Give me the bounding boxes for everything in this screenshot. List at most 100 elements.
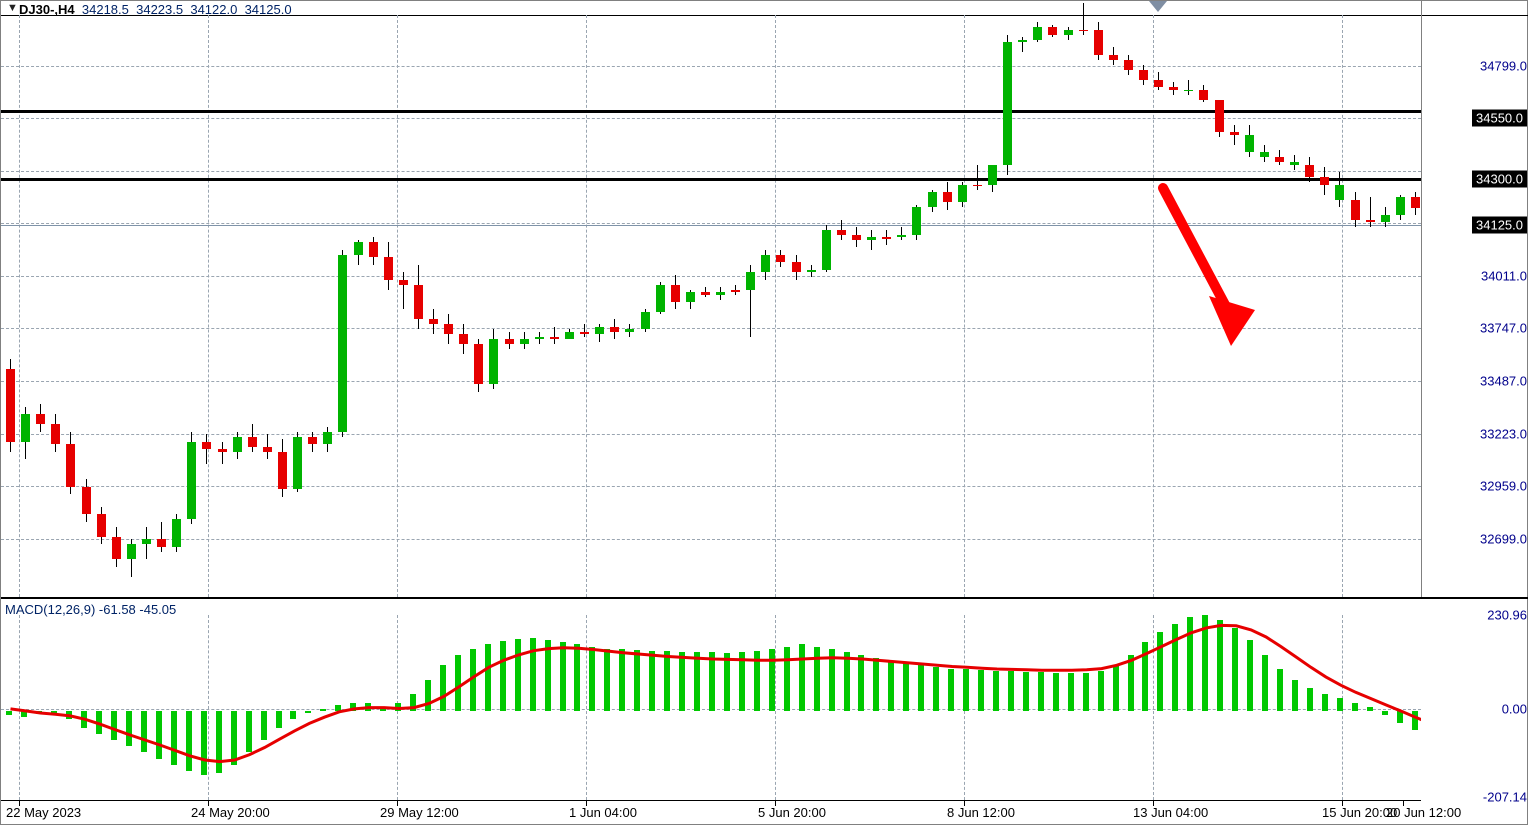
bullish-candle[interactable] xyxy=(625,329,634,331)
bullish-candle[interactable] xyxy=(867,237,876,239)
trend-down-arrow[interactable] xyxy=(1151,176,1271,356)
candle-wick[interactable] xyxy=(554,327,555,344)
bullish-candle[interactable] xyxy=(595,327,604,334)
bullish-candle[interactable] xyxy=(338,255,347,432)
bullish-candle[interactable] xyxy=(958,185,967,202)
bearish-candle[interactable] xyxy=(399,280,408,285)
bearish-candle[interactable] xyxy=(550,337,559,339)
bullish-candle[interactable] xyxy=(761,255,770,272)
bearish-candle[interactable] xyxy=(1351,200,1360,220)
bearish-candle[interactable] xyxy=(36,414,45,424)
bearish-candle[interactable] xyxy=(278,452,287,489)
bullish-candle[interactable] xyxy=(1033,27,1042,39)
candle-wick[interactable] xyxy=(901,227,902,239)
candle-wick[interactable] xyxy=(871,230,872,250)
bearish-candle[interactable] xyxy=(1048,27,1057,34)
bearish-candle[interactable] xyxy=(82,487,91,514)
bullish-candle[interactable] xyxy=(1064,30,1073,35)
bearish-candle[interactable] xyxy=(882,237,891,239)
bearish-candle[interactable] xyxy=(1154,80,1163,87)
bullish-candle[interactable] xyxy=(535,337,544,339)
bullish-candle[interactable] xyxy=(1245,135,1254,152)
bearish-candle[interactable] xyxy=(6,369,15,441)
bullish-candle[interactable] xyxy=(656,285,665,312)
bearish-candle[interactable] xyxy=(671,285,680,302)
candle-wick[interactable] xyxy=(161,522,162,552)
bullish-candle[interactable] xyxy=(988,165,997,185)
collapse-arrow-icon[interactable]: ▼ xyxy=(7,2,18,14)
bearish-candle[interactable] xyxy=(414,285,423,320)
bearish-candle[interactable] xyxy=(731,290,740,292)
bullish-candle[interactable] xyxy=(822,230,831,270)
bearish-candle[interactable] xyxy=(776,255,785,262)
bearish-candle[interactable] xyxy=(701,292,710,294)
bearish-candle[interactable] xyxy=(1169,87,1178,89)
bearish-candle[interactable] xyxy=(474,344,483,384)
bullish-candle[interactable] xyxy=(354,242,363,254)
bearish-candle[interactable] xyxy=(1305,165,1314,177)
bullish-candle[interactable] xyxy=(187,442,196,519)
bearish-candle[interactable] xyxy=(1139,70,1148,80)
bullish-candle[interactable] xyxy=(807,270,816,272)
bearish-candle[interactable] xyxy=(369,242,378,257)
bullish-candle[interactable] xyxy=(1184,90,1193,92)
bearish-candle[interactable] xyxy=(1230,132,1239,134)
bearish-candle[interactable] xyxy=(308,437,317,444)
bearish-candle[interactable] xyxy=(51,424,60,444)
bearish-candle[interactable] xyxy=(505,339,514,344)
bearish-candle[interactable] xyxy=(1215,100,1224,132)
bearish-candle[interactable] xyxy=(248,437,257,447)
bearish-candle[interactable] xyxy=(1109,55,1118,60)
top-chart-marker[interactable] xyxy=(1149,1,1167,12)
bearish-candle[interactable] xyxy=(943,192,952,202)
bearish-candle[interactable] xyxy=(1366,220,1375,222)
bullish-candle[interactable] xyxy=(1260,152,1269,157)
bullish-candle[interactable] xyxy=(520,339,529,344)
bearish-candle[interactable] xyxy=(610,327,619,332)
bullish-candle[interactable] xyxy=(686,292,695,302)
bearish-candle[interactable] xyxy=(973,185,982,187)
bullish-candle[interactable] xyxy=(1396,197,1405,214)
bullish-candle[interactable] xyxy=(1335,185,1344,200)
bullish-candle[interactable] xyxy=(323,432,332,444)
bearish-candle[interactable] xyxy=(384,257,393,279)
bearish-candle[interactable] xyxy=(1199,90,1208,100)
bullish-candle[interactable] xyxy=(172,519,181,546)
bearish-candle[interactable] xyxy=(837,230,846,235)
bullish-candle[interactable] xyxy=(928,192,937,207)
bullish-candle[interactable] xyxy=(746,272,755,289)
bullish-candle[interactable] xyxy=(641,312,650,329)
bullish-candle[interactable] xyxy=(293,437,302,489)
bearish-candle[interactable] xyxy=(202,442,211,449)
bearish-candle[interactable] xyxy=(1411,197,1420,208)
bearish-candle[interactable] xyxy=(580,332,589,334)
bullish-candle[interactable] xyxy=(233,437,242,452)
bullish-candle[interactable] xyxy=(1003,42,1012,164)
bullish-candle[interactable] xyxy=(897,235,906,237)
resistance-line-34550[interactable] xyxy=(1,110,1421,113)
candle-wick[interactable] xyxy=(206,434,207,464)
bearish-candle[interactable] xyxy=(157,539,166,546)
bearish-candle[interactable] xyxy=(1275,157,1284,162)
bearish-candle[interactable] xyxy=(1094,30,1103,55)
bearish-candle[interactable] xyxy=(218,449,227,451)
bullish-candle[interactable] xyxy=(21,414,30,441)
bullish-candle[interactable] xyxy=(489,339,498,384)
candle-wick[interactable] xyxy=(584,324,585,336)
bearish-candle[interactable] xyxy=(112,537,121,559)
candle-wick[interactable] xyxy=(222,442,223,464)
bearish-candle[interactable] xyxy=(1320,177,1329,184)
bearish-candle[interactable] xyxy=(1124,60,1133,70)
bearish-candle[interactable] xyxy=(429,319,438,324)
bearish-candle[interactable] xyxy=(1079,30,1088,32)
bullish-candle[interactable] xyxy=(565,332,574,339)
bullish-candle[interactable] xyxy=(142,539,151,544)
bullish-candle[interactable] xyxy=(127,544,136,559)
bullish-candle[interactable] xyxy=(1290,162,1299,164)
bearish-candle[interactable] xyxy=(444,324,453,334)
bearish-candle[interactable] xyxy=(852,235,861,240)
bullish-candle[interactable] xyxy=(716,292,725,294)
bearish-candle[interactable] xyxy=(459,334,468,344)
candle-wick[interactable] xyxy=(1370,197,1371,227)
bullish-candle[interactable] xyxy=(912,207,921,234)
